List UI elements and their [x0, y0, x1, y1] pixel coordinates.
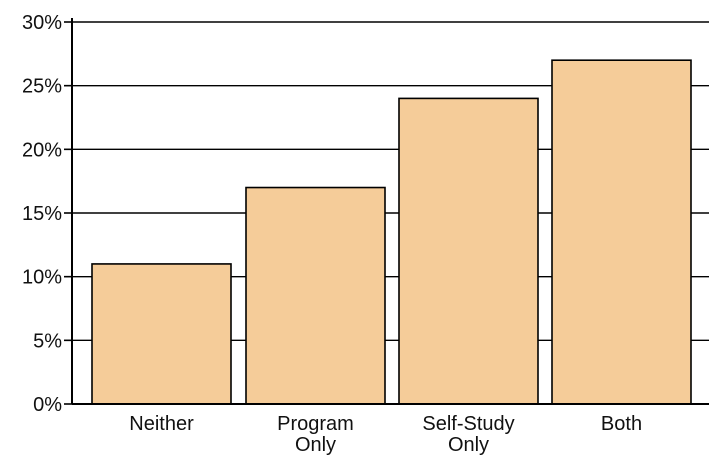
bar	[91, 263, 232, 405]
x-tick-label: Neither	[129, 413, 194, 435]
y-tick-label: 30%	[22, 12, 62, 34]
bars	[91, 59, 692, 405]
y-tick-label: 25%	[22, 76, 62, 98]
bar	[245, 186, 386, 405]
y-tick-label: 10%	[22, 267, 62, 289]
x-tick-label: Program Only	[277, 413, 354, 456]
y-tick-label: 0%	[33, 394, 62, 416]
y-tick-label: 15%	[22, 203, 62, 225]
x-tick-label-line: Self-Study	[422, 413, 514, 435]
y-tick-labels: 0% 5% 10% 15% 20% 25% 30%	[22, 12, 62, 416]
x-tick-label-line: Program	[277, 413, 354, 435]
axes	[64, 18, 709, 405]
x-tick-label: Self-Study Only	[422, 413, 514, 456]
bar	[398, 97, 539, 405]
x-tick-label-line: Both	[601, 413, 642, 435]
y-tick-label: 20%	[22, 139, 62, 161]
x-tick-label: Both	[601, 413, 642, 435]
x-tick-label-line: Neither	[129, 413, 194, 435]
x-tick-label-line: Only	[295, 434, 336, 456]
x-tick-label-line: Only	[448, 434, 489, 456]
bar	[551, 59, 692, 405]
y-tick-label: 5%	[33, 330, 62, 352]
